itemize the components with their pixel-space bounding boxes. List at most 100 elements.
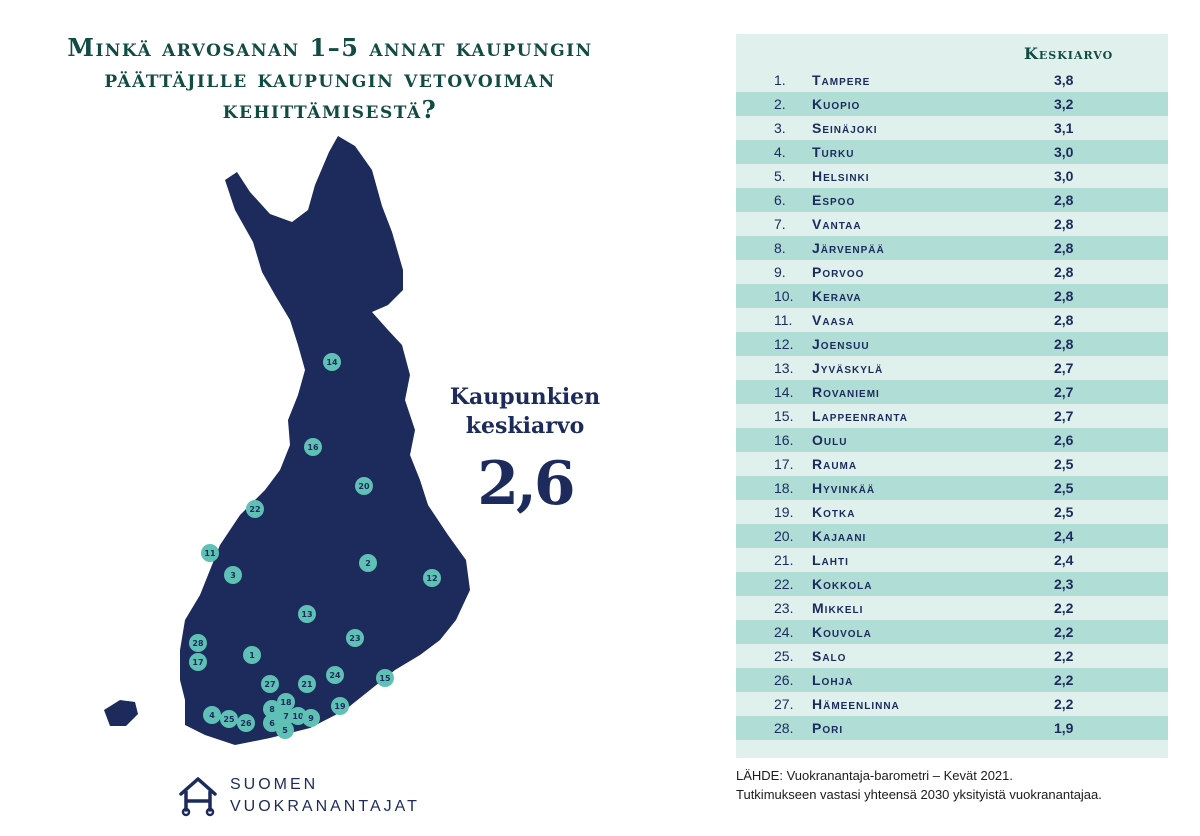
table-row: 2. Kuopio 3,2 [736, 92, 1168, 116]
row-city: Vaasa [812, 312, 855, 328]
row-value: 2,7 [1054, 408, 1074, 424]
map-marker: 5 [276, 721, 294, 739]
row-rank: 18. [774, 480, 794, 496]
row-city: Vantaa [812, 216, 862, 232]
row-city: Kerava [812, 288, 862, 304]
row-value: 2,5 [1054, 456, 1074, 472]
table-row: 13. Jyväskylä 2,7 [736, 356, 1168, 380]
row-city: Lohja [812, 672, 854, 688]
table-row: 6. Espoo 2,8 [736, 188, 1168, 212]
map-marker: 8 [263, 700, 281, 718]
finland-shape [180, 136, 470, 745]
row-value: 2,6 [1054, 432, 1074, 448]
row-value: 2,5 [1054, 504, 1074, 520]
map-marker-label: 5 [282, 726, 288, 735]
row-value: 2,2 [1054, 672, 1074, 688]
row-rank: 22. [774, 576, 794, 592]
table-body: 1. Tampere 3,8 2. Kuopio 3,2 3. Seinäjoki 3,1 4. T… [736, 68, 1168, 740]
table-row: 28. Pori 1,9 [736, 716, 1168, 740]
table-row: 8. Järvenpää 2,8 [736, 236, 1168, 260]
map-marker-dot [376, 669, 394, 687]
map-marker: 22 [246, 500, 264, 518]
map-marker: 27 [261, 675, 279, 693]
column-header-average: Keskiarvo [1024, 44, 1114, 63]
logo-text: SUOMEN VUOKRANANTAJAT [230, 774, 420, 818]
row-city: Kokkola [812, 576, 873, 592]
row-rank: 10. [774, 288, 794, 304]
map-marker: 17 [189, 653, 207, 671]
map-marker: 21 [298, 675, 316, 693]
map-marker-label: 2 [365, 559, 371, 568]
table-row: 22. Kokkola 2,3 [736, 572, 1168, 596]
row-city: Pori [812, 720, 844, 736]
title-line-2: päättäjille kaupungin vetovoiman [104, 64, 556, 93]
row-rank: 16. [774, 432, 794, 448]
ranking-table: Keskiarvo 1. Tampere 3,8 2. Kuopio 3,2 3. Seinä… [736, 34, 1168, 758]
row-value: 2,8 [1054, 192, 1074, 208]
row-value: 2,4 [1054, 528, 1074, 544]
table-row: 7. Vantaa 2,8 [736, 212, 1168, 236]
map-marker-label: 14 [326, 358, 338, 367]
row-value: 3,8 [1054, 72, 1074, 88]
map-marker-label: 25 [223, 715, 235, 724]
title-line-3: kehittämisestä? [222, 95, 438, 124]
map-marker-dot [246, 500, 264, 518]
table-row: 25. Salo 2,2 [736, 644, 1168, 668]
row-value: 2,5 [1054, 480, 1074, 496]
row-city: Kotka [812, 504, 856, 520]
row-value: 2,8 [1054, 336, 1074, 352]
row-city: Lahti [812, 552, 849, 568]
map-marker-label: 3 [230, 571, 236, 580]
table-row: 10. Kerava 2,8 [736, 284, 1168, 308]
source-line-1: LÄHDE: Vuokranantaja-barometri – Kevät 2… [736, 768, 1014, 783]
row-value: 1,9 [1054, 720, 1074, 736]
row-rank: 20. [774, 528, 794, 544]
source-line-2: Tutkimukseen vastasi yhteensä 2030 yksit… [736, 787, 1102, 802]
row-city: Hyvinkää [812, 480, 876, 496]
table-row: 5. Helsinki 3,0 [736, 164, 1168, 188]
map-marker-label: 20 [358, 482, 370, 491]
map-marker-dot [276, 721, 294, 739]
row-rank: 6. [774, 192, 786, 208]
map-marker-label: 4 [209, 711, 215, 720]
row-value: 2,2 [1054, 696, 1074, 712]
table-row: 19. Kotka 2,5 [736, 500, 1168, 524]
row-rank: 5. [774, 168, 786, 184]
average-label-line-2: keskiarvo [465, 413, 585, 439]
row-rank: 3. [774, 120, 786, 136]
map-marker: 9 [302, 709, 320, 727]
map-marker-dot [331, 697, 349, 715]
map-marker-dot [201, 544, 219, 562]
map-marker-label: 21 [301, 680, 313, 689]
row-city: Lappeenranta [812, 408, 908, 424]
row-rank: 9. [774, 264, 786, 280]
table-header: Keskiarvo [736, 40, 1168, 66]
page-title: Minkä arvosanan 1–5 annat kaupungin päät… [20, 32, 640, 125]
table-row: 14. Rovaniemi 2,7 [736, 380, 1168, 404]
row-value: 3,1 [1054, 120, 1074, 136]
map-marker: 15 [376, 669, 394, 687]
table-row: 1. Tampere 3,8 [736, 68, 1168, 92]
map-marker: 2 [359, 554, 377, 572]
map-marker-dot [263, 700, 281, 718]
row-rank: 28. [774, 720, 794, 736]
map-marker: 4 [203, 706, 221, 724]
row-city: Salo [812, 648, 847, 664]
source-note: LÄHDE: Vuokranantaja-barometri – Kevät 2… [736, 766, 1186, 804]
average-label: Kaupunkien keskiarvo [430, 383, 620, 441]
map-marker-dot [224, 566, 242, 584]
map-marker-dot [189, 653, 207, 671]
map-marker-label: 26 [240, 719, 252, 728]
map-marker-label: 7 [283, 712, 289, 721]
row-city: Hämeenlinna [812, 696, 900, 712]
map-marker: 20 [355, 477, 373, 495]
table-row: 11. Vaasa 2,8 [736, 308, 1168, 332]
row-rank: 12. [774, 336, 794, 352]
average-value: 2,6 [477, 449, 575, 519]
row-rank: 23. [774, 600, 794, 616]
table-row: 18. Hyvinkää 2,5 [736, 476, 1168, 500]
row-rank: 25. [774, 648, 794, 664]
row-rank: 13. [774, 360, 794, 376]
map-marker-dot [298, 675, 316, 693]
row-city: Seinäjoki [812, 120, 878, 136]
